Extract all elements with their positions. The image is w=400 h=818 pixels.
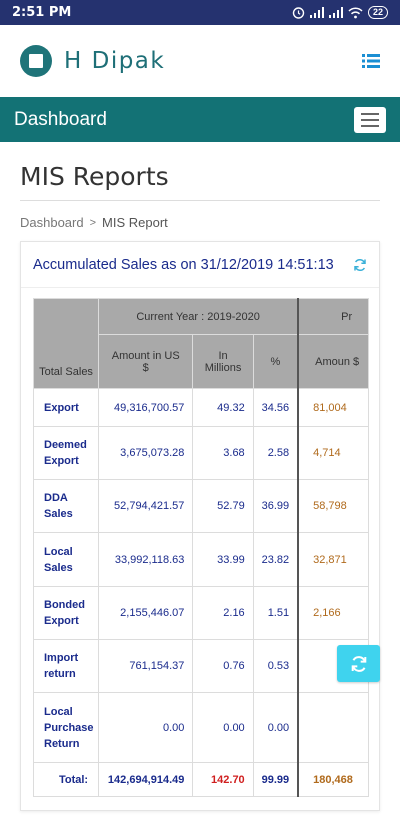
row-label: Deemed Export	[33, 426, 100, 480]
cell-percent: 34.56	[252, 388, 299, 427]
table-row: Deemed Export 3,675,073.28 3.68 2.58 4,7…	[33, 426, 369, 480]
cell-amount: 2,155,446.07	[98, 586, 194, 640]
breadcrumb: Dashboard > MIS Report	[20, 215, 168, 230]
cell-prev-amount: 4,714	[297, 426, 369, 480]
cell-millions: 0.00	[192, 692, 254, 763]
hamburger-line	[361, 112, 379, 115]
cell-millions: 3.68	[192, 426, 254, 480]
status-icons: 22	[292, 6, 388, 19]
status-bar: 2:51 PM 22	[0, 0, 400, 25]
row-label: DDA Sales	[33, 479, 100, 533]
table-row: Bonded Export 2,155,446.07 2.16 1.51 2,1…	[33, 586, 369, 640]
cell-percent: 1.51	[252, 586, 299, 640]
table-total-row: Total: 142,694,914.49 142.70 99.99 180,4…	[33, 762, 369, 797]
cell-amount: 33,992,118.63	[98, 532, 194, 587]
col-header-amount: Amount in US $	[98, 334, 194, 389]
hamburger-line	[361, 118, 379, 121]
cell-amount: 3,675,073.28	[98, 426, 194, 480]
row-label: Bonded Export	[33, 586, 100, 640]
nav-title[interactable]: Dashboard	[14, 108, 107, 130]
sales-table-scroll[interactable]: Total Sales Current Year : 2019-2020 Pr …	[33, 298, 369, 818]
page-title: MIS Reports	[20, 162, 169, 191]
total-prev-amount: 180,468	[297, 762, 369, 797]
list-icon[interactable]	[362, 53, 380, 69]
refresh-icon[interactable]	[353, 258, 367, 272]
row-label: Export	[33, 388, 100, 427]
cell-millions: 0.76	[192, 639, 254, 693]
signal-icon-2	[328, 7, 343, 18]
divider	[20, 200, 380, 201]
cell-millions: 33.99	[192, 532, 254, 587]
app-header: H Dipak	[0, 25, 400, 97]
breadcrumb-current: MIS Report	[102, 215, 168, 230]
cell-prev-amount	[297, 692, 369, 763]
cell-percent: 23.82	[252, 532, 299, 587]
cell-percent: 36.99	[252, 479, 299, 533]
total-millions: 142.70	[192, 762, 254, 797]
card-title: Accumulated Sales as on 31/12/2019 14:51…	[33, 256, 334, 273]
cell-prev-amount: 2,166	[297, 586, 369, 640]
chevron-right-icon: >	[89, 216, 97, 229]
signal-icon	[309, 7, 324, 18]
col-header-total-sales: Total Sales	[33, 298, 100, 389]
row-label: Local Sales	[33, 532, 100, 587]
cell-amount: 761,154.37	[98, 639, 194, 693]
cell-millions: 2.16	[192, 586, 254, 640]
table-row: Local Sales 33,992,118.63 33.99 23.82 32…	[33, 532, 369, 587]
cell-percent: 0.00	[252, 692, 299, 763]
table-row: Local Purchase Return 0.00 0.00 0.00	[33, 692, 369, 763]
alarm-icon	[292, 7, 305, 19]
breadcrumb-home[interactable]: Dashboard	[20, 215, 84, 230]
cell-prev-amount: 58,798	[297, 479, 369, 533]
nav-bar: Dashboard	[0, 97, 400, 142]
cell-percent: 2.58	[252, 426, 299, 480]
cell-amount: 49,316,700.57	[98, 388, 194, 427]
cell-amount: 52,794,421.57	[98, 479, 194, 533]
col-header-current-year: Current Year : 2019-2020	[98, 298, 299, 335]
card-header: Accumulated Sales as on 31/12/2019 14:51…	[21, 242, 379, 288]
cell-prev-amount: 81,004	[297, 388, 369, 427]
hamburger-menu-button[interactable]	[354, 106, 386, 133]
sales-table: Total Sales Current Year : 2019-2020 Pr …	[33, 298, 369, 797]
battery-icon: 22	[367, 6, 388, 19]
cell-millions: 52.79	[192, 479, 254, 533]
hamburger-line	[361, 124, 379, 127]
refresh-fab-button[interactable]	[337, 645, 380, 682]
row-label: Local Purchase Return	[33, 692, 100, 763]
col-header-prev-amount: Amoun $	[297, 334, 369, 389]
logo-text: H Dipak	[64, 48, 166, 74]
cell-prev-amount: 32,871	[297, 532, 369, 587]
col-header-millions: In Millions	[192, 334, 254, 389]
table-row: Import return 761,154.37 0.76 0.53	[33, 639, 369, 693]
logo-icon	[20, 45, 52, 77]
wifi-icon	[348, 6, 363, 18]
total-percent: 99.99	[252, 762, 299, 797]
table-row: Export 49,316,700.57 49.32 34.56 81,004	[33, 388, 369, 427]
cell-millions: 49.32	[192, 388, 254, 427]
refresh-icon	[351, 655, 366, 672]
col-header-previous-year: Pr	[297, 298, 369, 335]
cell-percent: 0.53	[252, 639, 299, 693]
status-time: 2:51 PM	[12, 5, 72, 20]
row-label: Import return	[33, 639, 100, 693]
sales-card: Accumulated Sales as on 31/12/2019 14:51…	[20, 241, 380, 811]
total-label: Total:	[33, 762, 100, 797]
total-amount: 142,694,914.49	[98, 762, 194, 797]
col-header-percent: %	[252, 334, 299, 389]
cell-amount: 0.00	[98, 692, 194, 763]
table-row: DDA Sales 52,794,421.57 52.79 36.99 58,7…	[33, 479, 369, 533]
